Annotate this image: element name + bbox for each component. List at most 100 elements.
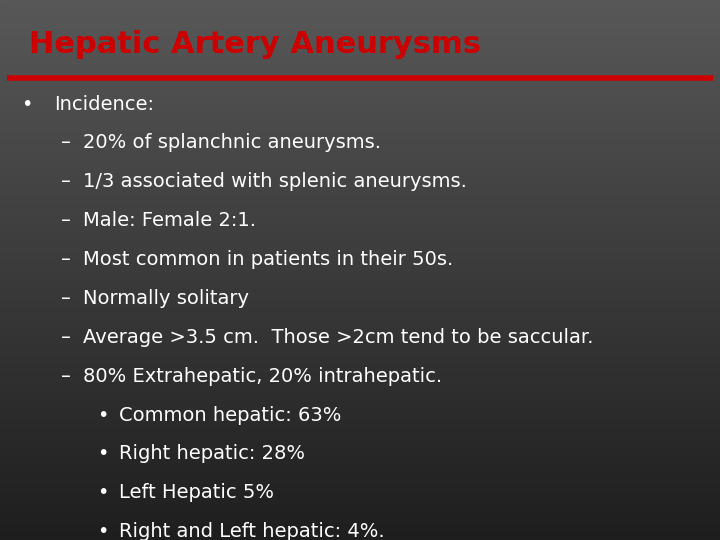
Bar (0, 278, 720, 281)
Bar (0, 526, 720, 529)
Text: Average >3.5 cm.  Those >2cm tend to be saccular.: Average >3.5 cm. Those >2cm tend to be s… (83, 328, 593, 347)
Bar (0, 489, 720, 491)
Bar (0, 516, 720, 518)
Bar (0, 408, 720, 410)
Bar (0, 364, 720, 367)
Bar (0, 70, 720, 73)
Bar (0, 49, 720, 51)
Bar (0, 119, 720, 122)
Bar (0, 305, 720, 308)
Text: Normally solitary: Normally solitary (83, 289, 249, 308)
Bar (0, 165, 720, 167)
Bar (0, 354, 720, 356)
Bar (0, 413, 720, 416)
Bar (0, 378, 720, 381)
Bar (0, 65, 720, 68)
Bar (0, 176, 720, 178)
Bar (0, 302, 720, 305)
Text: Right hepatic: 28%: Right hepatic: 28% (119, 444, 305, 463)
Bar (0, 475, 720, 478)
Bar (0, 227, 720, 229)
Bar (0, 481, 720, 483)
Bar (0, 40, 720, 43)
Bar (0, 68, 720, 70)
Bar (0, 248, 720, 251)
Bar (0, 221, 720, 224)
Bar (0, 219, 720, 221)
Bar (0, 30, 720, 32)
Bar (0, 500, 720, 502)
Bar (0, 243, 720, 246)
Bar (0, 122, 720, 124)
Bar (0, 362, 720, 364)
Text: Right and Left hepatic: 4%.: Right and Left hepatic: 4%. (119, 522, 384, 540)
Bar (0, 456, 720, 459)
Bar (0, 230, 720, 232)
Text: –: – (61, 289, 71, 308)
Bar (0, 367, 720, 370)
Bar (0, 138, 720, 140)
Bar (0, 186, 720, 189)
Bar (0, 157, 720, 159)
Text: 20% of splanchnic aneurysms.: 20% of splanchnic aneurysms. (83, 133, 381, 152)
Bar (0, 62, 720, 65)
Bar (0, 537, 720, 540)
Bar (0, 151, 720, 154)
Bar (0, 424, 720, 427)
Bar (0, 346, 720, 348)
Bar (0, 513, 720, 516)
Bar (0, 467, 720, 470)
Bar (0, 446, 720, 448)
Bar (0, 273, 720, 275)
Bar (0, 76, 720, 78)
Bar (0, 51, 720, 54)
Text: •: • (22, 94, 33, 113)
Bar (0, 313, 720, 316)
Bar (0, 383, 720, 386)
Bar (0, 113, 720, 116)
Bar (0, 459, 720, 462)
Bar (0, 440, 720, 443)
Text: –: – (61, 211, 71, 230)
Bar (0, 343, 720, 346)
Bar (0, 421, 720, 424)
Bar (0, 194, 720, 197)
Bar (0, 154, 720, 157)
Bar (0, 92, 720, 94)
Bar (0, 254, 720, 256)
Bar (0, 238, 720, 240)
Bar (0, 524, 720, 526)
Bar (0, 11, 720, 14)
Bar (0, 111, 720, 113)
Bar (0, 14, 720, 16)
Bar (0, 267, 720, 270)
Bar (0, 286, 720, 289)
Bar (0, 319, 720, 321)
Bar (0, 167, 720, 170)
Bar (0, 443, 720, 445)
Bar (0, 518, 720, 521)
Bar (0, 246, 720, 248)
Text: 80% Extrahepatic, 20% intrahepatic.: 80% Extrahepatic, 20% intrahepatic. (83, 367, 442, 386)
Bar (0, 405, 720, 408)
Bar (0, 256, 720, 259)
Bar (0, 35, 720, 38)
Bar (0, 105, 720, 108)
Bar (0, 240, 720, 243)
Bar (0, 81, 720, 84)
Bar (0, 356, 720, 359)
Bar (0, 22, 720, 24)
Text: •: • (97, 483, 109, 502)
Bar (0, 394, 720, 397)
Bar (0, 532, 720, 535)
Text: –: – (61, 250, 71, 269)
Bar (0, 143, 720, 146)
Bar (0, 324, 720, 327)
Bar (0, 494, 720, 497)
Bar (0, 464, 720, 467)
Bar (0, 521, 720, 524)
Text: Incidence:: Incidence: (54, 94, 154, 113)
Bar (0, 486, 720, 489)
Bar (0, 402, 720, 405)
Bar (0, 265, 720, 267)
